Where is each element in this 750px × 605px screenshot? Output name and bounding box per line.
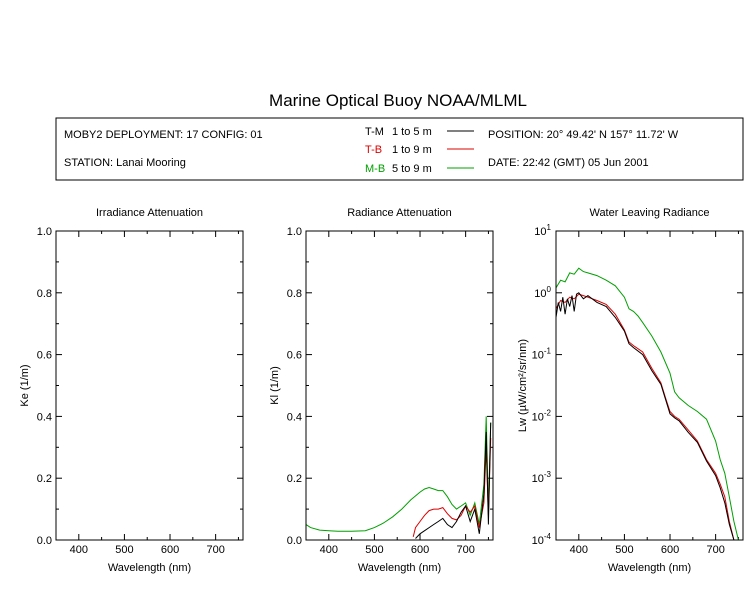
legend-range-t-m: 1 to 5 m [392, 126, 432, 138]
legend-code-t-m: T-M [365, 126, 384, 138]
x-tick-label: 700 [456, 544, 474, 556]
radiance-attenuation-plot-frame [305, 230, 494, 541]
series-line-m-b [556, 267, 739, 540]
series-line-t-m [415, 422, 492, 539]
irradiance-attenuation-x-axis-label: Wavelength (nm) [108, 562, 191, 574]
y-tick-label: 10-3 [532, 470, 552, 485]
legend-range-t-b: 1 to 9 m [392, 144, 432, 156]
x-tick-label: 600 [161, 544, 179, 556]
y-tick-label: 0.2 [287, 473, 302, 485]
radiance-attenuation-chart: Radiance Attenuation 400 500 600 700 0.0 0.2 0.… [269, 207, 494, 574]
x-tick-label: 500 [615, 544, 633, 556]
legend-range-m-b: 5 to 9 m [392, 163, 432, 175]
y-tick-label: 0.2 [37, 473, 52, 485]
x-tick-label: 700 [206, 544, 224, 556]
y-tick-label: 0.8 [37, 288, 52, 300]
irradiance-attenuation-chart: Irradiance Attenuation 400 500 600 700 0.0 0.2… [19, 207, 244, 574]
water-leaving-radiance-x-axis-label: Wavelength (nm) [608, 562, 691, 574]
irradiance-attenuation-title: Irradiance Attenuation [96, 207, 203, 219]
water-leaving-radiance-title: Water Leaving Radiance [589, 207, 709, 219]
y-tick-label: 10-2 [532, 408, 552, 423]
legend: T-M 1 to 5 m T-B 1 to 9 m M-B 5 to 9 m [365, 126, 474, 175]
irradiance-attenuation-y-axis-label: Ke (1/m) [19, 364, 31, 406]
y-tick-label: 10-4 [532, 532, 552, 547]
series-line-t-b [412, 437, 492, 538]
water-leaving-radiance-y-axis-label: Lw (µW/cm²/sr/nm) [517, 339, 529, 432]
series-line-m-b [306, 416, 492, 532]
x-tick-label: 400 [570, 544, 588, 556]
y-tick-label: 0.0 [37, 535, 52, 547]
legend-item-t-b: T-B 1 to 9 m [365, 144, 474, 156]
deployment-text: MOBY2 DEPLOYMENT: 17 CONFIG: 01 [64, 129, 263, 141]
y-tick-label: 0.8 [287, 288, 302, 300]
position-text: POSITION: 20° 49.42' N 157° 11.72' W [488, 129, 679, 141]
irradiance-attenuation-plot-frame [55, 230, 244, 541]
info-box: MOBY2 DEPLOYMENT: 17 CONFIG: 01 STATION:… [55, 117, 744, 181]
y-tick-label: 1.0 [287, 226, 302, 238]
x-tick-label: 500 [365, 544, 383, 556]
date-text: DATE: 22:42 (GMT) 05 Jun 2001 [488, 157, 649, 169]
x-tick-label: 600 [661, 544, 679, 556]
y-tick-label: 1.0 [37, 226, 52, 238]
y-tick-label: 0.6 [37, 350, 52, 362]
x-tick-label: 500 [115, 544, 133, 556]
y-tick-label: 0.6 [287, 350, 302, 362]
y-tick-label: 101 [534, 223, 551, 238]
y-tick-label: 0.4 [37, 411, 52, 423]
legend-code-m-b: M-B [365, 163, 385, 175]
radiance-attenuation-title: Radiance Attenuation [347, 207, 452, 219]
x-tick-label: 600 [411, 544, 429, 556]
info-box-frame [55, 117, 744, 181]
station-text: STATION: Lanai Mooring [64, 157, 186, 169]
y-tick-label: 100 [534, 285, 551, 300]
water-leaving-radiance-plot-frame [555, 230, 744, 541]
legend-item-m-b: M-B 5 to 9 m [365, 163, 474, 175]
water-leaving-radiance-chart: Water Leaving Radiance 400 500 600 700 101 100… [517, 207, 744, 574]
series-line-t-m [556, 292, 739, 540]
x-tick-label: 700 [706, 544, 724, 556]
legend-item-t-m: T-M 1 to 5 m [365, 126, 474, 138]
radiance-attenuation-x-axis-label: Wavelength (nm) [358, 562, 441, 574]
y-tick-label: 10-1 [532, 347, 552, 362]
y-tick-label: 0.4 [287, 411, 302, 423]
radiance-attenuation-y-axis-label: Kl (1/m) [269, 366, 281, 405]
x-tick-label: 400 [70, 544, 88, 556]
series-line-t-b [556, 293, 739, 540]
legend-code-t-b: T-B [365, 144, 382, 156]
x-tick-label: 400 [320, 544, 338, 556]
y-tick-label: 0.0 [287, 535, 302, 547]
page-title: Marine Optical Buoy NOAA/MLML [269, 91, 527, 110]
